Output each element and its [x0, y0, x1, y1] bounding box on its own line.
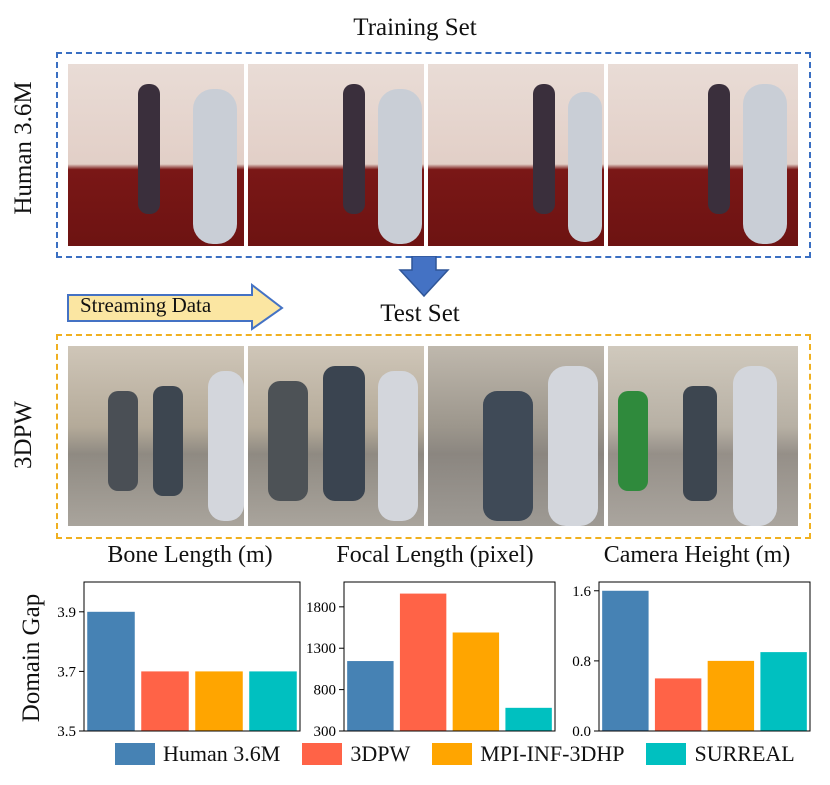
chart-title-camera-height: Camera Height (m): [603, 542, 791, 568]
bar-human-3-6m: [87, 611, 135, 731]
test-frame-1: [68, 346, 244, 526]
training-frame-4: [608, 64, 798, 246]
test-set-box: [56, 334, 811, 539]
bar-3dpw: [654, 678, 702, 731]
legend-item-3dpw: 3DPW: [302, 741, 410, 767]
plot-frame: [83, 581, 301, 732]
bar-surreal: [760, 652, 807, 731]
y-tick-label: 3.5: [57, 724, 76, 740]
test-frame-3: [428, 346, 604, 526]
y-tick-label: 3.9: [57, 605, 76, 621]
legend-swatch-3dpw: [302, 743, 343, 765]
training-set-box: [56, 52, 811, 258]
focal-length-chart: 300 800 1300 1800: [306, 581, 556, 740]
legend-item-mpi: MPI-INF-3DHP: [432, 741, 624, 767]
y-tick-label: 300: [314, 724, 337, 740]
plot-frame: [343, 581, 556, 732]
legend-swatch-surreal: [646, 743, 687, 765]
right-arrow-icon: [67, 283, 284, 331]
bar-mpi-inf-3dhp: [452, 632, 500, 731]
legend-label-human36m: Human 3.6M: [163, 741, 281, 766]
legend-swatch-mpi: [432, 743, 473, 765]
training-frame-1: [68, 64, 244, 246]
y-tick-label: 1300: [306, 641, 336, 657]
y-tick-label: 0.0: [572, 724, 591, 740]
test-dataset-label: 3DPW: [10, 400, 37, 470]
bar-mpi-inf-3dhp: [195, 671, 243, 731]
legend-label-mpi: MPI-INF-3DHP: [480, 741, 625, 766]
chart-title-focal-length: Focal Length (pixel): [336, 542, 534, 568]
legend: Human 3.6M 3DPW MPI-INF-3DHP SURREAL: [115, 741, 817, 767]
training-set-title: Training Set: [353, 14, 477, 41]
bone-length-chart: 3.5 3.7 3.9: [57, 581, 301, 740]
bar-mpi-inf-3dhp: [707, 660, 755, 731]
test-frame-2: [248, 346, 424, 526]
bar-3dpw: [141, 671, 189, 731]
y-tick-label: 1800: [306, 600, 336, 616]
streaming-data-arrow: Streaming Data: [66, 283, 286, 331]
camera-height-chart: 0.0 0.8 1.6: [572, 581, 811, 740]
bar-human-3-6m: [602, 590, 649, 731]
legend-item-human36m: Human 3.6M: [115, 741, 280, 767]
legend-swatch-human36m: [115, 743, 155, 765]
bar-surreal: [249, 671, 297, 731]
y-tick-label: 800: [314, 683, 337, 699]
training-frame-2: [248, 64, 424, 246]
plot-frame: [598, 581, 811, 732]
legend-label-3dpw: 3DPW: [350, 741, 411, 766]
y-tick-label: 1.6: [572, 584, 591, 600]
y-tick-label: 3.7: [57, 664, 76, 680]
bar-human-3-6m: [347, 661, 394, 731]
y-tick-label: 0.8: [572, 654, 591, 670]
legend-item-surreal: SURREAL: [646, 741, 795, 767]
legend-label-surreal: SURREAL: [694, 741, 795, 766]
bar-3dpw: [399, 593, 447, 731]
down-arrow-icon: [398, 256, 450, 298]
test-frame-4: [608, 346, 798, 526]
training-frame-3: [428, 64, 604, 246]
bar-surreal: [505, 707, 552, 731]
train-dataset-label: Human 3.6M: [10, 81, 37, 215]
chart-title-bone-length: Bone Length (m): [107, 542, 273, 568]
test-set-title: Test Set: [380, 300, 460, 327]
streaming-data-label: Streaming Data: [80, 293, 212, 317]
